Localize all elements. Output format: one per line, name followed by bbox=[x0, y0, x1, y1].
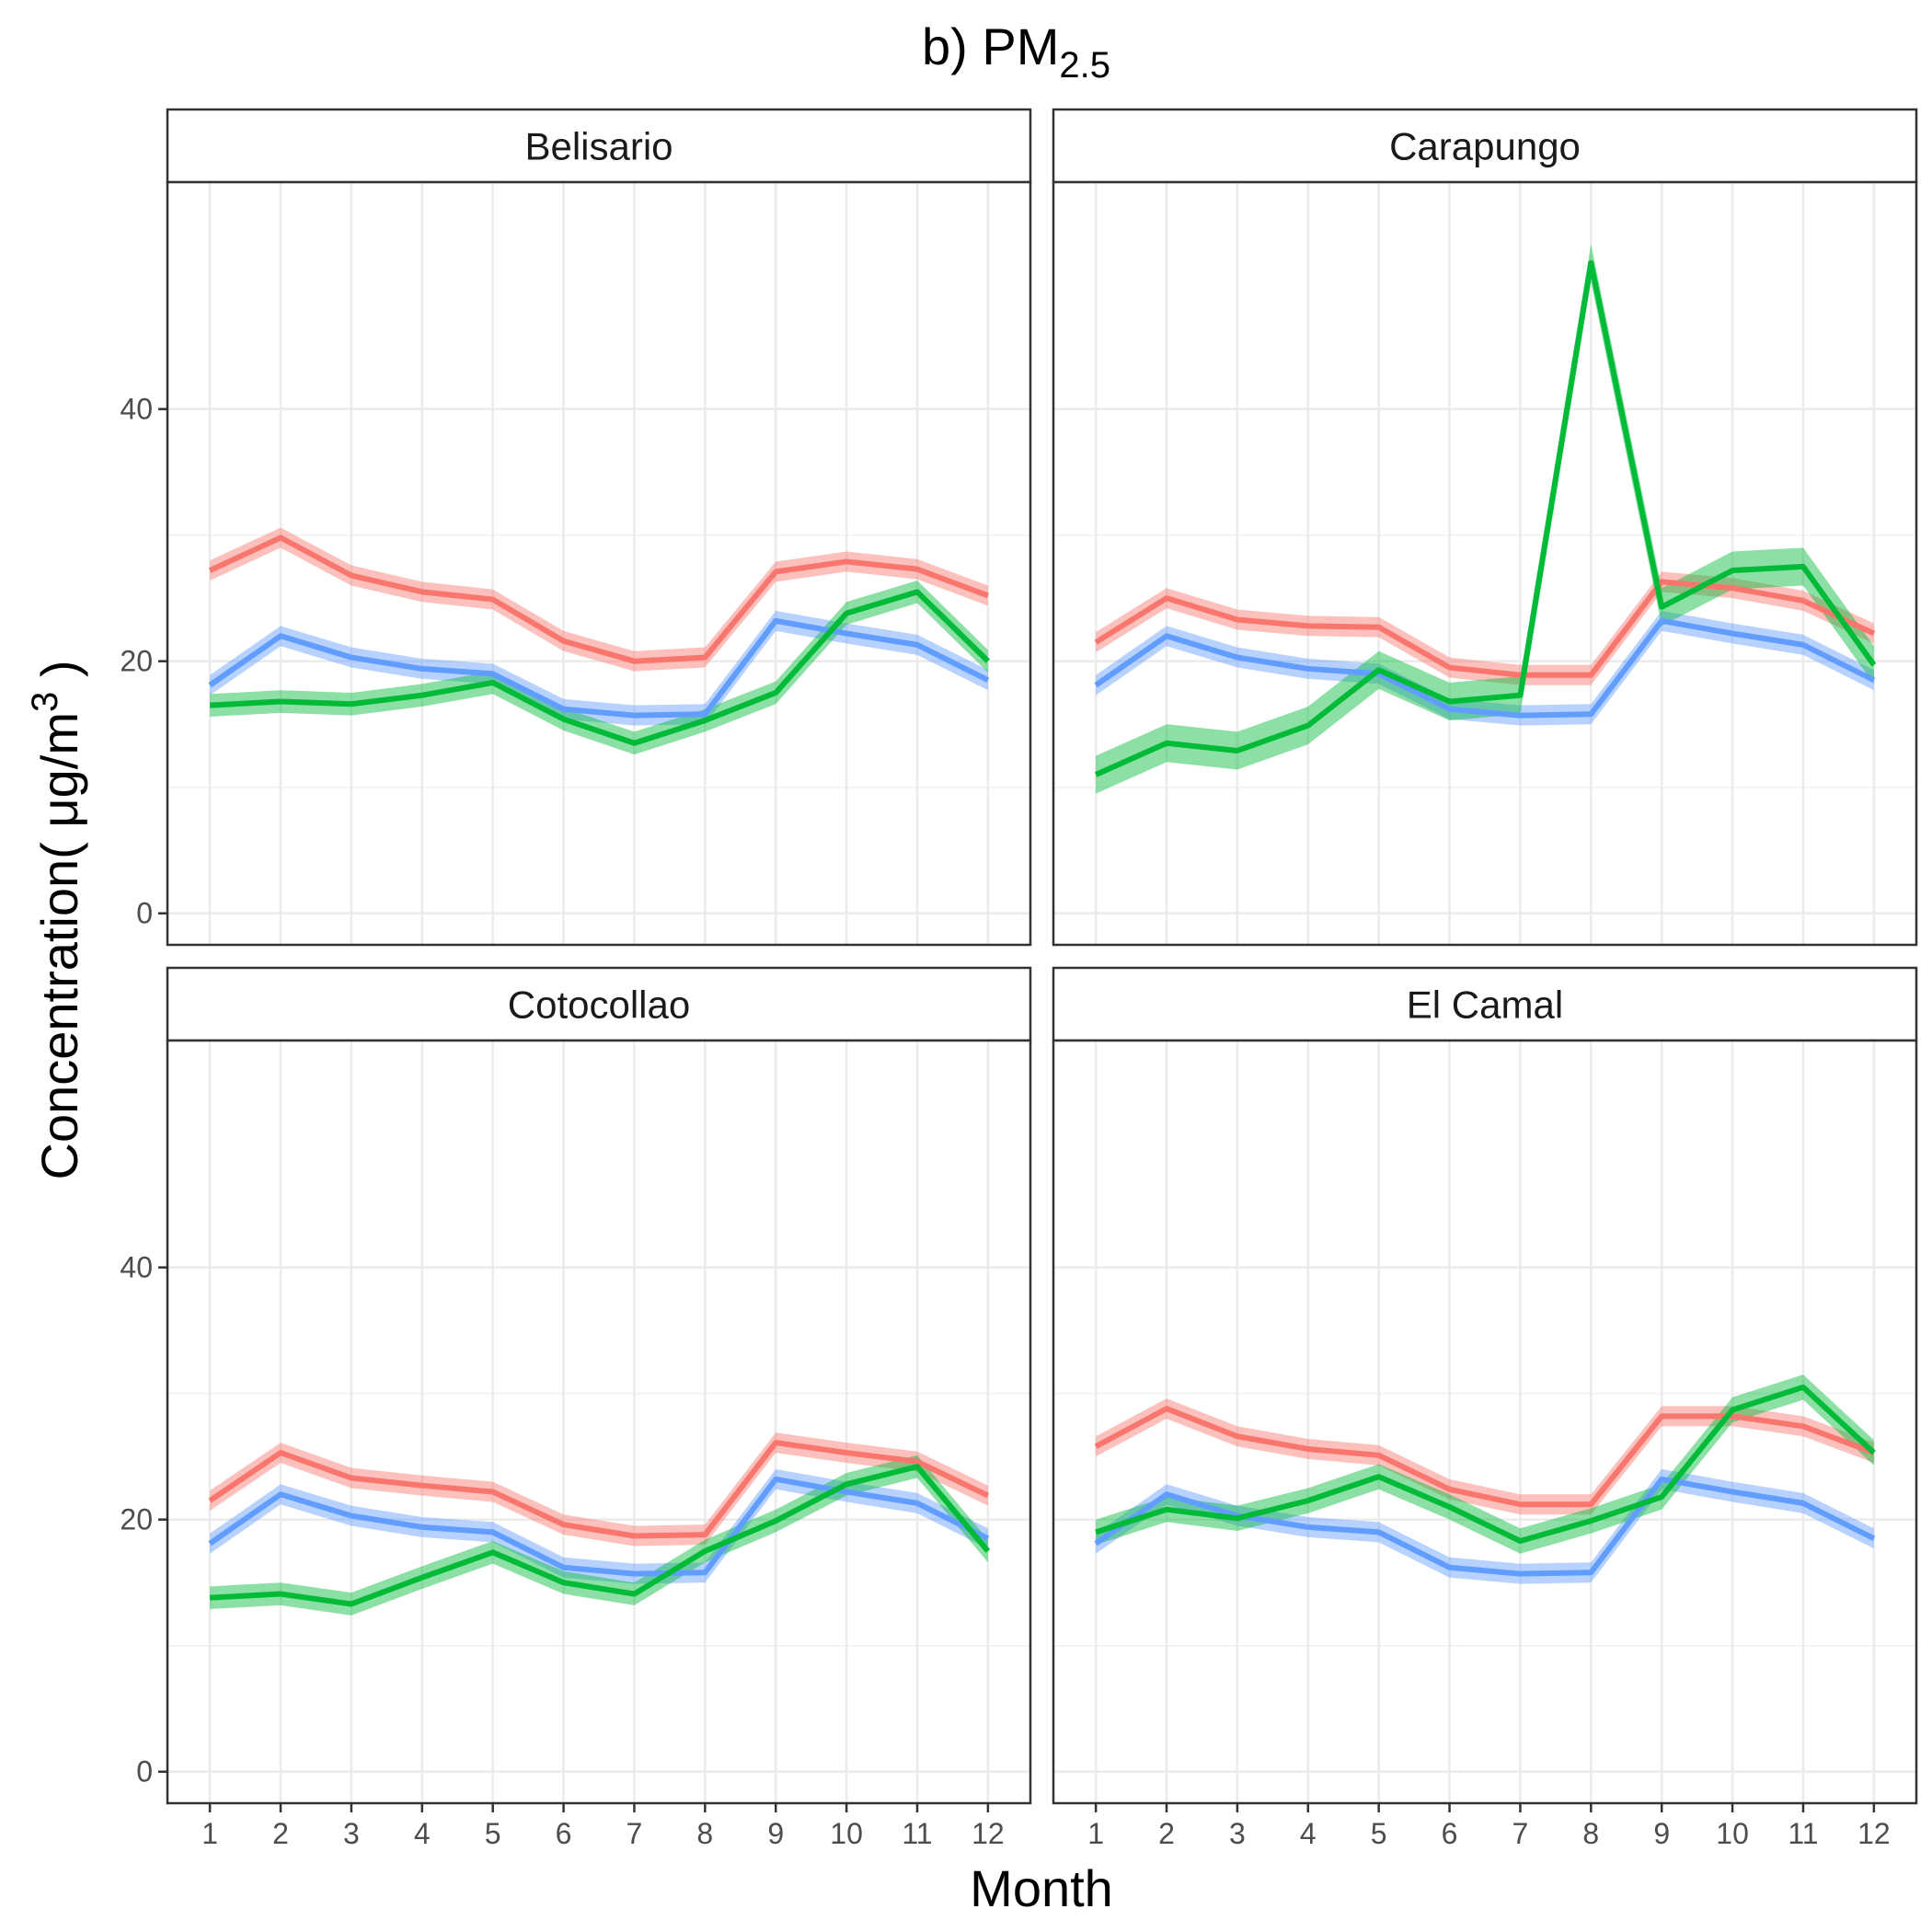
facet-panels: Belisario Carapungo Cotocollao El Camal bbox=[166, 108, 1918, 1805]
x-tick-label: 7 bbox=[627, 1817, 643, 1850]
y-axis-ticks: 0 20 40 0 20 40 bbox=[120, 393, 167, 1788]
series-line-0 bbox=[1094, 1406, 1875, 1508]
series-line-1 bbox=[1094, 617, 1876, 719]
x-tick-label: 1 bbox=[201, 1817, 218, 1850]
series-line-0 bbox=[208, 535, 989, 664]
chart-title: b) PM2.5 bbox=[922, 17, 1110, 86]
x-tick-label: 4 bbox=[1300, 1817, 1317, 1850]
series-line-1 bbox=[208, 617, 990, 719]
confidence-band-2 bbox=[1096, 1374, 1874, 1554]
panel-border bbox=[1052, 180, 1918, 947]
plot-area bbox=[1053, 182, 1916, 945]
x-tick-label: 1 bbox=[1087, 1817, 1104, 1850]
x-tick-label: 11 bbox=[902, 1817, 932, 1850]
facet-strip bbox=[1052, 966, 1918, 1042]
facet-label: Carapungo bbox=[1389, 125, 1581, 168]
facet-strip bbox=[1052, 108, 1918, 184]
y-tick-label: 0 bbox=[136, 1755, 153, 1788]
y-axis-title: Concentration( μg/m3 ) bbox=[25, 661, 88, 1180]
x-tick-label: 10 bbox=[830, 1817, 863, 1850]
series-line-2 bbox=[209, 1464, 991, 1607]
x-tick-label: 9 bbox=[1653, 1817, 1670, 1850]
series-line-2 bbox=[1095, 1384, 1876, 1544]
x-tick-label: 5 bbox=[485, 1817, 501, 1850]
confidence-band-0 bbox=[1096, 571, 1874, 685]
series-line-0 bbox=[208, 1440, 990, 1539]
x-tick-label: 10 bbox=[1716, 1817, 1749, 1850]
x-tick-label: 3 bbox=[343, 1817, 360, 1850]
unit-superscript: 3 bbox=[25, 692, 65, 712]
confidence-band-0 bbox=[210, 527, 988, 672]
confidence-band-0 bbox=[210, 1432, 988, 1547]
x-tick-label: 8 bbox=[1582, 1817, 1599, 1850]
series-line-1 bbox=[208, 1476, 990, 1577]
x-axis-ticks: 1 2 3 4 5 6 7 8 9 10 11 12 1 2 3 4 5 6 7 8 9 10 11 12 bbox=[201, 1803, 1891, 1850]
facet-strip bbox=[166, 108, 1032, 184]
x-tick-label: 8 bbox=[696, 1817, 713, 1850]
x-tick-label: 11 bbox=[1788, 1817, 1818, 1850]
series-line-0 bbox=[1094, 579, 1876, 678]
panel-border bbox=[1052, 1039, 1918, 1805]
x-tick-label: 2 bbox=[1158, 1817, 1175, 1850]
panel-border bbox=[166, 1039, 1032, 1805]
x-axis-title: Month bbox=[970, 1859, 1113, 1917]
y-tick-label: 20 bbox=[120, 1503, 153, 1536]
facet-label: El Camal bbox=[1407, 983, 1563, 1027]
y-tick-label: 0 bbox=[136, 897, 153, 930]
facet-panel-el-camal: El Camal bbox=[1052, 966, 1918, 1805]
confidence-band-1 bbox=[210, 610, 988, 726]
series-line-2 bbox=[209, 589, 990, 746]
facet-panel-carapungo: Carapungo bbox=[1052, 108, 1918, 947]
x-tick-label: 2 bbox=[272, 1817, 289, 1850]
facet-label: Belisario bbox=[524, 125, 673, 168]
panel-border bbox=[166, 180, 1032, 947]
y-tick-label: 40 bbox=[120, 393, 153, 426]
x-tick-label: 6 bbox=[556, 1817, 572, 1850]
x-tick-label: 12 bbox=[1857, 1817, 1891, 1850]
facet-panel-cotocollao: Cotocollao bbox=[166, 966, 1032, 1805]
y-tick-label: 20 bbox=[120, 645, 153, 678]
facet-panel-belisario: Belisario bbox=[166, 108, 1032, 947]
confidence-band-2 bbox=[210, 1455, 988, 1616]
plot-area bbox=[167, 1041, 1030, 1803]
confidence-band-1 bbox=[210, 1468, 988, 1584]
x-tick-label: 3 bbox=[1229, 1817, 1246, 1850]
x-tick-label: 7 bbox=[1512, 1817, 1529, 1850]
confidence-band-1 bbox=[1096, 610, 1874, 726]
x-tick-label: 6 bbox=[1442, 1817, 1458, 1850]
facet-label: Cotocollao bbox=[508, 983, 690, 1027]
x-tick-label: 12 bbox=[972, 1817, 1005, 1850]
confidence-band-1 bbox=[1096, 1468, 1874, 1584]
series-line-2 bbox=[1094, 259, 1877, 777]
chart-title-subscript: 2.5 bbox=[1059, 45, 1110, 86]
x-tick-label: 9 bbox=[767, 1817, 784, 1850]
y-tick-label: 40 bbox=[120, 1251, 153, 1284]
x-tick-label: 4 bbox=[414, 1817, 431, 1850]
x-tick-label: 5 bbox=[1371, 1817, 1387, 1850]
confidence-band-2 bbox=[210, 580, 988, 755]
series-line-1 bbox=[1094, 1476, 1876, 1577]
mu-symbol: μ bbox=[30, 798, 88, 827]
confidence-band-2 bbox=[1096, 244, 1874, 794]
